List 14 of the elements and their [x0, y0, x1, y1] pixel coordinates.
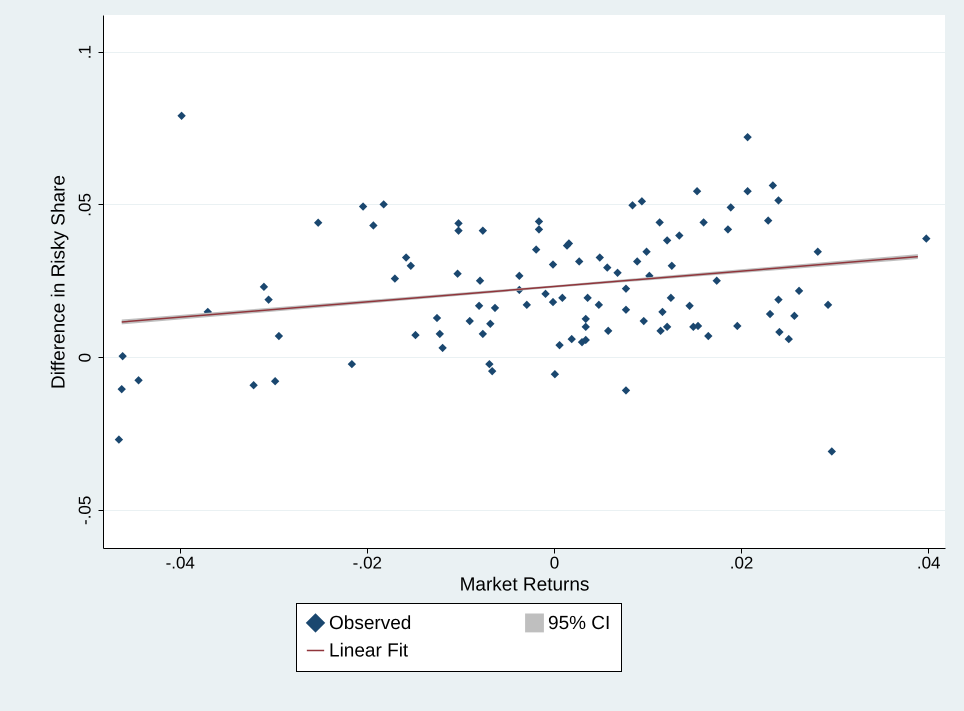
y-tick-label: .05: [76, 193, 94, 217]
y-tick-label: 0: [76, 352, 94, 362]
y-tick-label: -.05: [76, 496, 94, 525]
x-axis-title: Market Returns: [460, 574, 590, 596]
x-tick-label: -.02: [352, 554, 382, 572]
x-tick-label: .02: [730, 554, 754, 572]
y-tick-label: .1: [76, 45, 94, 60]
x-tick-label: -.04: [166, 554, 195, 572]
legend-label: 95% CI: [548, 612, 610, 634]
x-tick-label: 0: [550, 554, 560, 572]
legend-label: Observed: [329, 612, 412, 634]
y-axis-title: Difference in Risky Share: [48, 174, 70, 390]
legend-label: Linear Fit: [329, 640, 409, 662]
x-tick-label: .04: [916, 554, 940, 572]
